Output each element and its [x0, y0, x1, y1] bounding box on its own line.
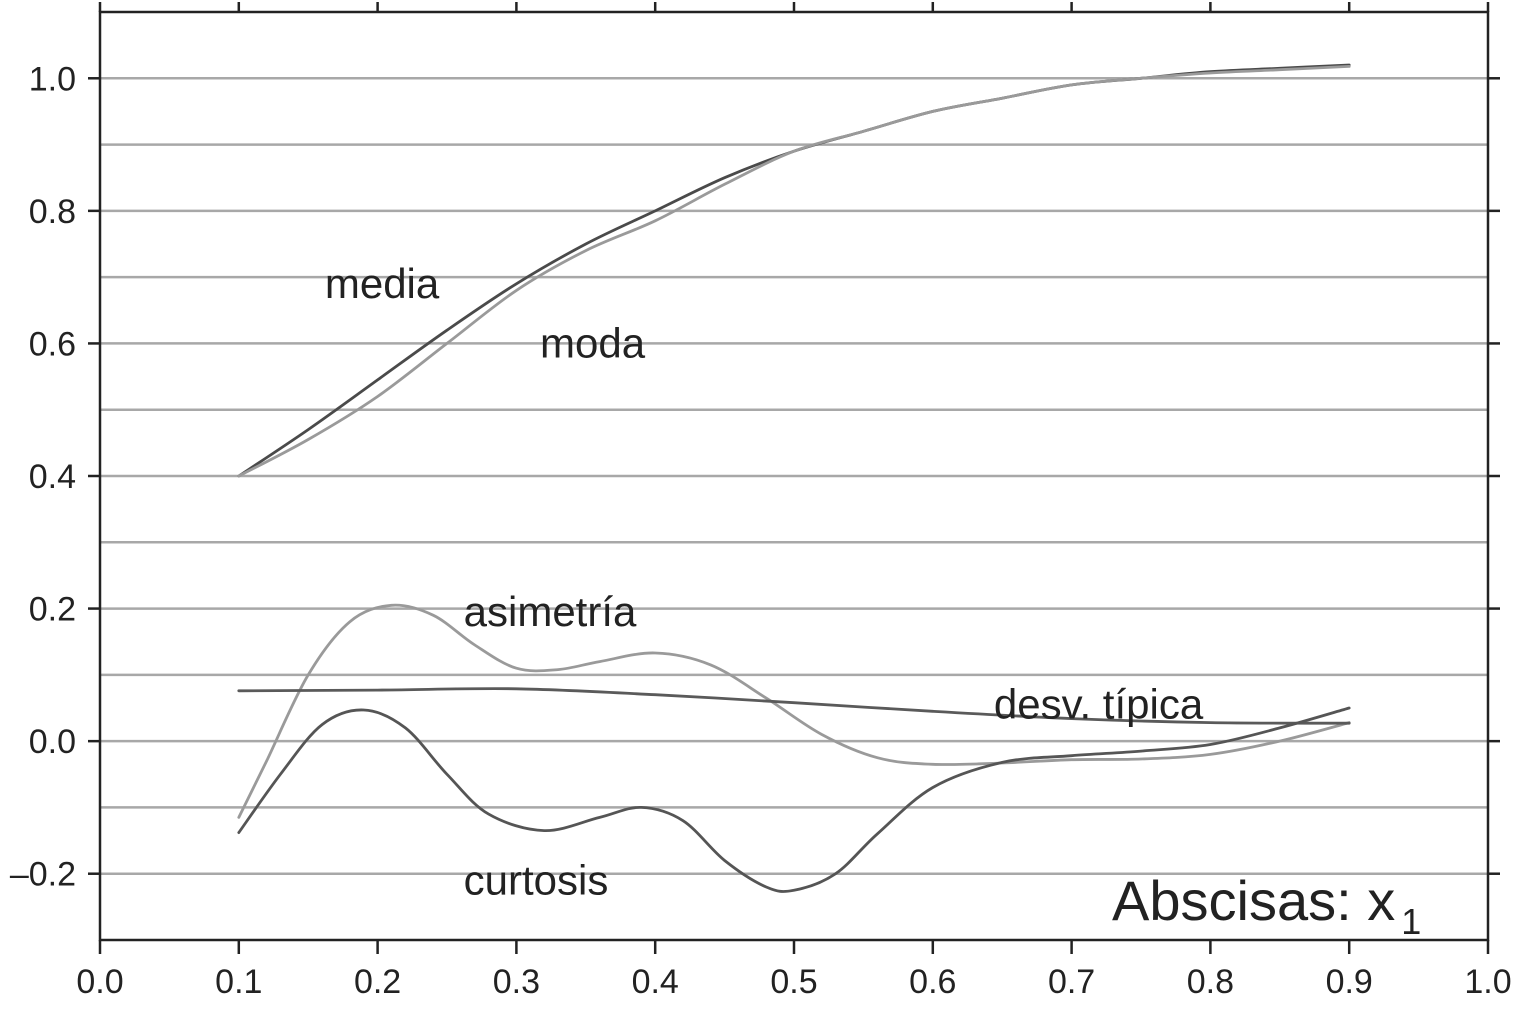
- y-tick-label: 0.2: [29, 591, 76, 629]
- series-line-curtosis: [237, 706, 1351, 893]
- x-axis-title-subscript: 1: [1401, 901, 1421, 942]
- x-axis-title-main: Abscisas: x: [1112, 869, 1395, 932]
- curve-labels: media moda asimetría desv. típica curtosis: [325, 260, 1204, 904]
- series-lines: [237, 63, 1351, 893]
- y-tick-label: 1.0: [29, 60, 76, 98]
- x-tick-label: 0.1: [215, 963, 262, 1001]
- x-tick-label: 0.0: [76, 963, 123, 1001]
- x-tick-label: 0.9: [1326, 963, 1373, 1001]
- x-tick-label: 0.7: [1048, 963, 1095, 1001]
- y-tick-label: 0.6: [29, 325, 76, 363]
- series-line-asimetria: [237, 603, 1351, 819]
- gridlines: [100, 77, 1488, 875]
- x-tick-label: 0.8: [1187, 963, 1234, 1001]
- x-tick-label: 0.3: [493, 963, 540, 1001]
- curve-label: desv. típica: [994, 681, 1204, 728]
- curve-label: curtosis: [464, 856, 609, 903]
- series-line-moda: [237, 65, 1351, 478]
- series-line-desv-tipica: [237, 687, 1351, 725]
- curve-label: asimetría: [464, 588, 637, 635]
- x-tick-label: 0.2: [354, 963, 401, 1001]
- y-tick-label: –0.2: [10, 856, 76, 894]
- x-tick-label: 0.6: [909, 963, 956, 1001]
- y-tick-label: 0.0: [29, 723, 76, 761]
- axis-ticks: 0.0 0.1 0.2 0.3 0.4 0.5 0.6 0.7 0.8 0.9 1.0 –0.2 0.0…: [10, 2, 1512, 1001]
- curve-label: media: [325, 260, 440, 307]
- y-tick-label: 0.8: [29, 193, 76, 231]
- y-tick-label: 0.4: [29, 458, 76, 496]
- x-tick-label: 1.0: [1464, 963, 1511, 1001]
- x-tick-label: 0.4: [632, 963, 679, 1001]
- curve-label: moda: [540, 319, 646, 366]
- x-tick-label: 0.5: [770, 963, 817, 1001]
